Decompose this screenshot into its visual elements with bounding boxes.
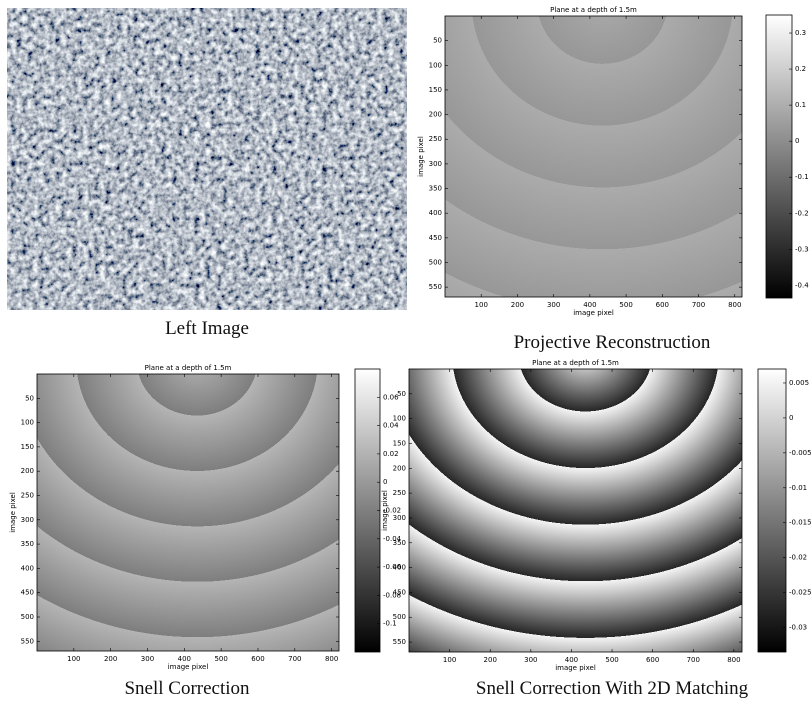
y-tick-label: 550	[21, 637, 34, 645]
y-tick-label: 100	[393, 415, 406, 423]
y-tick-label: 450	[393, 588, 406, 596]
colorbar	[766, 15, 792, 298]
colorbar-tick-label: -0.4	[795, 281, 809, 289]
x-axis-label: image pixel	[555, 664, 596, 672]
colorbar-tick-label: 0.2	[795, 65, 806, 73]
y-tick-label: 300	[21, 516, 34, 524]
colorbar-tick-label: 0.005	[789, 379, 809, 387]
y-tick-label: 150	[393, 439, 406, 447]
y-tick-label: 250	[393, 489, 406, 497]
colorbar-tick-label: 0.04	[383, 422, 399, 430]
heatmap	[409, 369, 742, 652]
heatmap	[445, 16, 742, 297]
y-tick-label: 250	[429, 135, 442, 143]
heatmap	[37, 374, 339, 651]
colorbar-tick-label: -0.01	[789, 484, 807, 492]
y-tick-label: 250	[21, 491, 34, 499]
x-axis-label: image pixel	[168, 663, 209, 671]
y-axis-label: image pixel	[9, 492, 17, 533]
x-tick-label: 700	[288, 655, 301, 663]
y-tick-label: 300	[429, 160, 442, 168]
left-image	[7, 8, 407, 310]
caption: Left Image	[165, 318, 249, 339]
x-tick-label: 800	[727, 656, 740, 664]
colorbar-tick-label: -0.2	[795, 209, 809, 217]
x-tick-label: 500	[605, 656, 618, 664]
y-tick-label: 200	[429, 111, 442, 119]
x-tick-label: 100	[475, 301, 488, 309]
y-tick-label: 350	[21, 540, 34, 548]
x-tick-label: 300	[524, 656, 537, 664]
x-tick-label: 800	[728, 301, 741, 309]
x-tick-label: 700	[687, 656, 700, 664]
x-tick-label: 600	[251, 655, 264, 663]
y-tick-label: 400	[429, 209, 442, 217]
y-tick-label: 350	[393, 539, 406, 547]
x-tick-label: 200	[104, 655, 117, 663]
y-tick-label: 200	[393, 464, 406, 472]
x-tick-label: 600	[646, 656, 659, 664]
colorbar-tick-label: -0.02	[789, 554, 807, 562]
x-tick-label: 200	[511, 301, 524, 309]
colorbar-tick-label: -0.1	[795, 173, 809, 181]
x-axis-label: image pixel	[573, 309, 614, 317]
colorbar-tick-label: -0.015	[789, 519, 812, 527]
x-tick-label: 400	[583, 301, 596, 309]
colorbar	[758, 369, 786, 652]
plot-title: Plane at a depth of 1.5m	[550, 6, 637, 14]
colorbar-tick-label: -0.03	[789, 624, 807, 632]
y-tick-label: 100	[429, 61, 442, 69]
colorbar-tick-label: 0	[789, 414, 793, 422]
x-tick-label: 200	[484, 656, 497, 664]
colorbar-tick-label: -0.025	[789, 589, 812, 597]
x-tick-label: 100	[67, 655, 80, 663]
y-tick-label: 500	[21, 613, 34, 621]
colorbar-tick-label: -0.005	[789, 449, 812, 457]
y-tick-label: 550	[393, 638, 406, 646]
y-tick-label: 400	[21, 564, 34, 572]
y-tick-label: 50	[397, 390, 406, 398]
y-tick-label: 500	[429, 258, 442, 266]
y-tick-label: 150	[21, 443, 34, 451]
y-tick-label: 500	[393, 613, 406, 621]
colorbar-tick-label: 0.1	[795, 101, 806, 109]
x-tick-label: 800	[325, 655, 338, 663]
x-tick-label: 300	[547, 301, 560, 309]
figure: Left Image Projective Reconstruction Plane…	[0, 0, 812, 704]
y-tick-label: 50	[25, 394, 34, 402]
caption: Projective Reconstruction	[514, 332, 711, 353]
caption: Snell Correction With 2D Matching	[476, 678, 749, 699]
y-tick-label: 100	[21, 419, 34, 427]
colorbar-tick-label: 0	[383, 478, 387, 486]
plot-title: Plane at a depth of 1.5m	[145, 364, 232, 372]
y-tick-label: 550	[429, 283, 442, 291]
colorbar-tick-label: 0.02	[383, 450, 399, 458]
plot-title: Plane at a depth of 1.5m	[532, 359, 619, 367]
colorbar-tick-label: 0.3	[795, 29, 806, 37]
colorbar-tick-label: 0	[795, 137, 799, 145]
caption: Snell Correction	[124, 678, 250, 699]
x-tick-label: 700	[692, 301, 705, 309]
y-tick-label: 200	[21, 467, 34, 475]
y-tick-label: 450	[429, 234, 442, 242]
y-tick-label: 400	[393, 564, 406, 572]
y-axis-label: image pixel	[417, 136, 425, 177]
x-tick-label: 500	[214, 655, 227, 663]
x-tick-label: 400	[565, 656, 578, 664]
y-tick-label: 450	[21, 589, 34, 597]
x-tick-label: 100	[443, 656, 456, 664]
y-tick-label: 50	[433, 37, 442, 45]
y-tick-label: 300	[393, 514, 406, 522]
y-axis-label: image pixel	[381, 490, 389, 531]
colorbar	[355, 369, 380, 652]
x-tick-label: 500	[619, 301, 632, 309]
y-tick-label: 150	[429, 86, 442, 94]
x-tick-label: 400	[178, 655, 191, 663]
y-tick-label: 350	[429, 185, 442, 193]
x-tick-label: 600	[656, 301, 669, 309]
colorbar-tick-label: -0.3	[795, 245, 809, 253]
x-tick-label: 300	[141, 655, 154, 663]
